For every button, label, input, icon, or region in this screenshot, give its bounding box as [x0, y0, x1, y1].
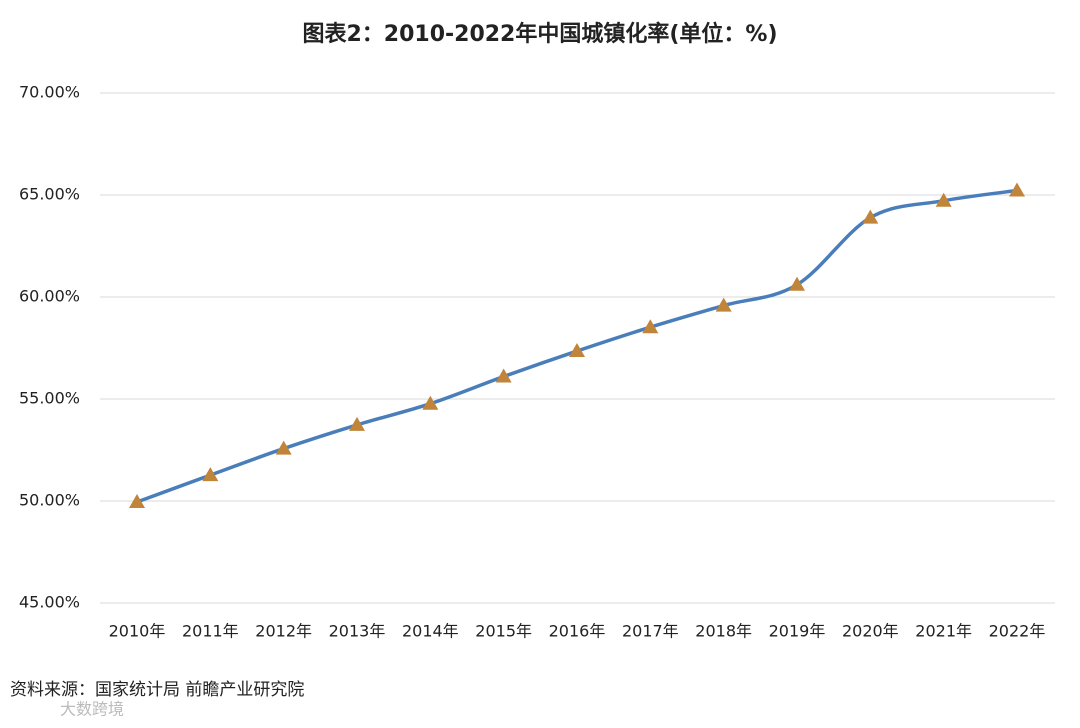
x-tick-label: 2017年	[622, 622, 679, 641]
x-tick-label: 2012年	[255, 622, 312, 641]
x-tick-label: 2021年	[915, 622, 972, 641]
y-tick-label: 45.00%	[19, 593, 80, 612]
marker	[789, 276, 805, 291]
y-tick-label: 60.00%	[19, 287, 80, 306]
chart-title: 图表2：2010-2022年中国城镇化率(单位：%)	[302, 21, 777, 47]
marker	[275, 440, 292, 455]
y-tick-label: 65.00%	[19, 185, 80, 204]
watermark: 大数跨境	[60, 700, 124, 719]
marker	[1009, 182, 1025, 197]
y-tick-label: 55.00%	[19, 389, 80, 408]
marker	[422, 395, 439, 410]
x-tick-label: 2011年	[182, 622, 239, 641]
marker	[349, 416, 365, 431]
marker	[935, 192, 952, 207]
x-tick-label: 2022年	[989, 622, 1046, 641]
marker	[715, 297, 732, 312]
marker	[495, 368, 512, 383]
x-tick-label: 2014年	[402, 622, 459, 641]
x-tick-label: 2018年	[695, 622, 752, 641]
x-tick-label: 2013年	[329, 622, 386, 641]
x-tick-label: 2020年	[842, 622, 899, 641]
x-tick-label: 2019年	[769, 622, 826, 641]
y-tick-label: 50.00%	[19, 491, 80, 510]
marker	[129, 494, 145, 509]
marker	[202, 467, 219, 482]
x-tick-label: 2015年	[475, 622, 532, 641]
source-note: 资料来源：国家统计局 前瞻产业研究院	[10, 680, 304, 700]
x-tick-label: 2010年	[109, 622, 166, 641]
y-tick-label: 70.00%	[19, 83, 80, 102]
marker	[642, 319, 659, 334]
marker	[569, 343, 585, 358]
x-tick-label: 2016年	[549, 622, 606, 641]
marker	[862, 209, 879, 224]
